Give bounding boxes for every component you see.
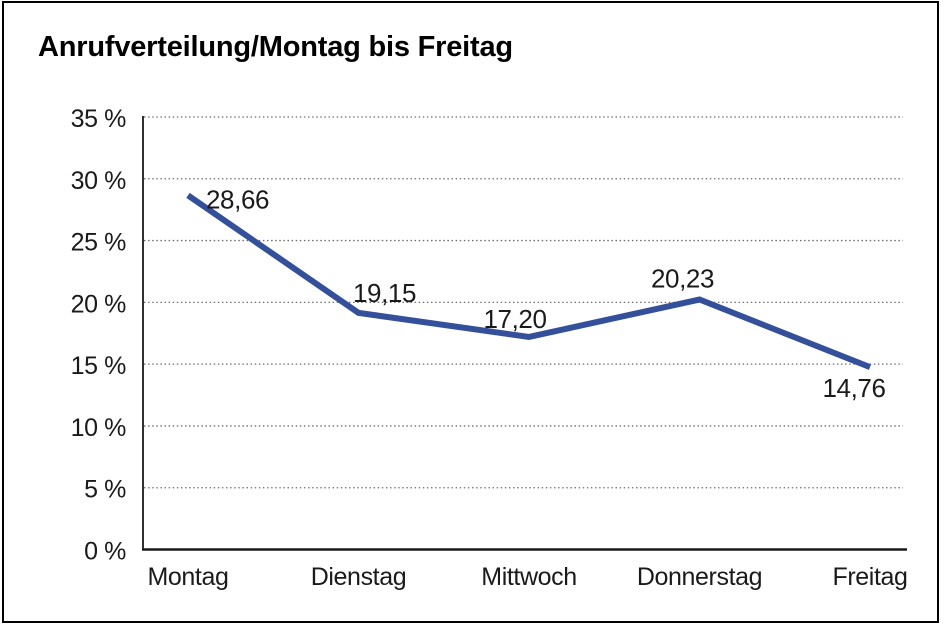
x-axis-label: Montag <box>148 563 229 591</box>
x-axis-label: Mittwoch <box>481 563 576 591</box>
data-label: 17,20 <box>483 304 546 334</box>
data-line-series <box>186 192 872 370</box>
y-axis-tick-label: 5 % <box>84 476 126 504</box>
chart-frame <box>2 1 939 623</box>
data-label: 20,23 <box>651 264 714 294</box>
y-axis-tick-label: 30 % <box>71 167 127 195</box>
y-axis-tick-label: 20 % <box>71 290 127 318</box>
data-label: 14,76 <box>822 373 885 403</box>
y-axis-tick-label: 25 % <box>71 229 127 257</box>
data-label: 28,66 <box>206 184 269 214</box>
x-axis-label: Donnerstag <box>637 563 762 591</box>
chart-title: Anrufverteilung/Montag bis Freitag <box>38 31 513 63</box>
x-axis-label: Dienstag <box>311 563 406 591</box>
y-axis-tick-label: 0 % <box>84 538 126 566</box>
y-axis-tick-label: 35 % <box>71 105 127 133</box>
y-axis-tick-label: 10 % <box>71 414 127 442</box>
x-axis-label: Freitag <box>832 563 907 591</box>
data-label: 19,15 <box>353 278 416 308</box>
y-axis-tick-label: 15 % <box>71 352 127 380</box>
